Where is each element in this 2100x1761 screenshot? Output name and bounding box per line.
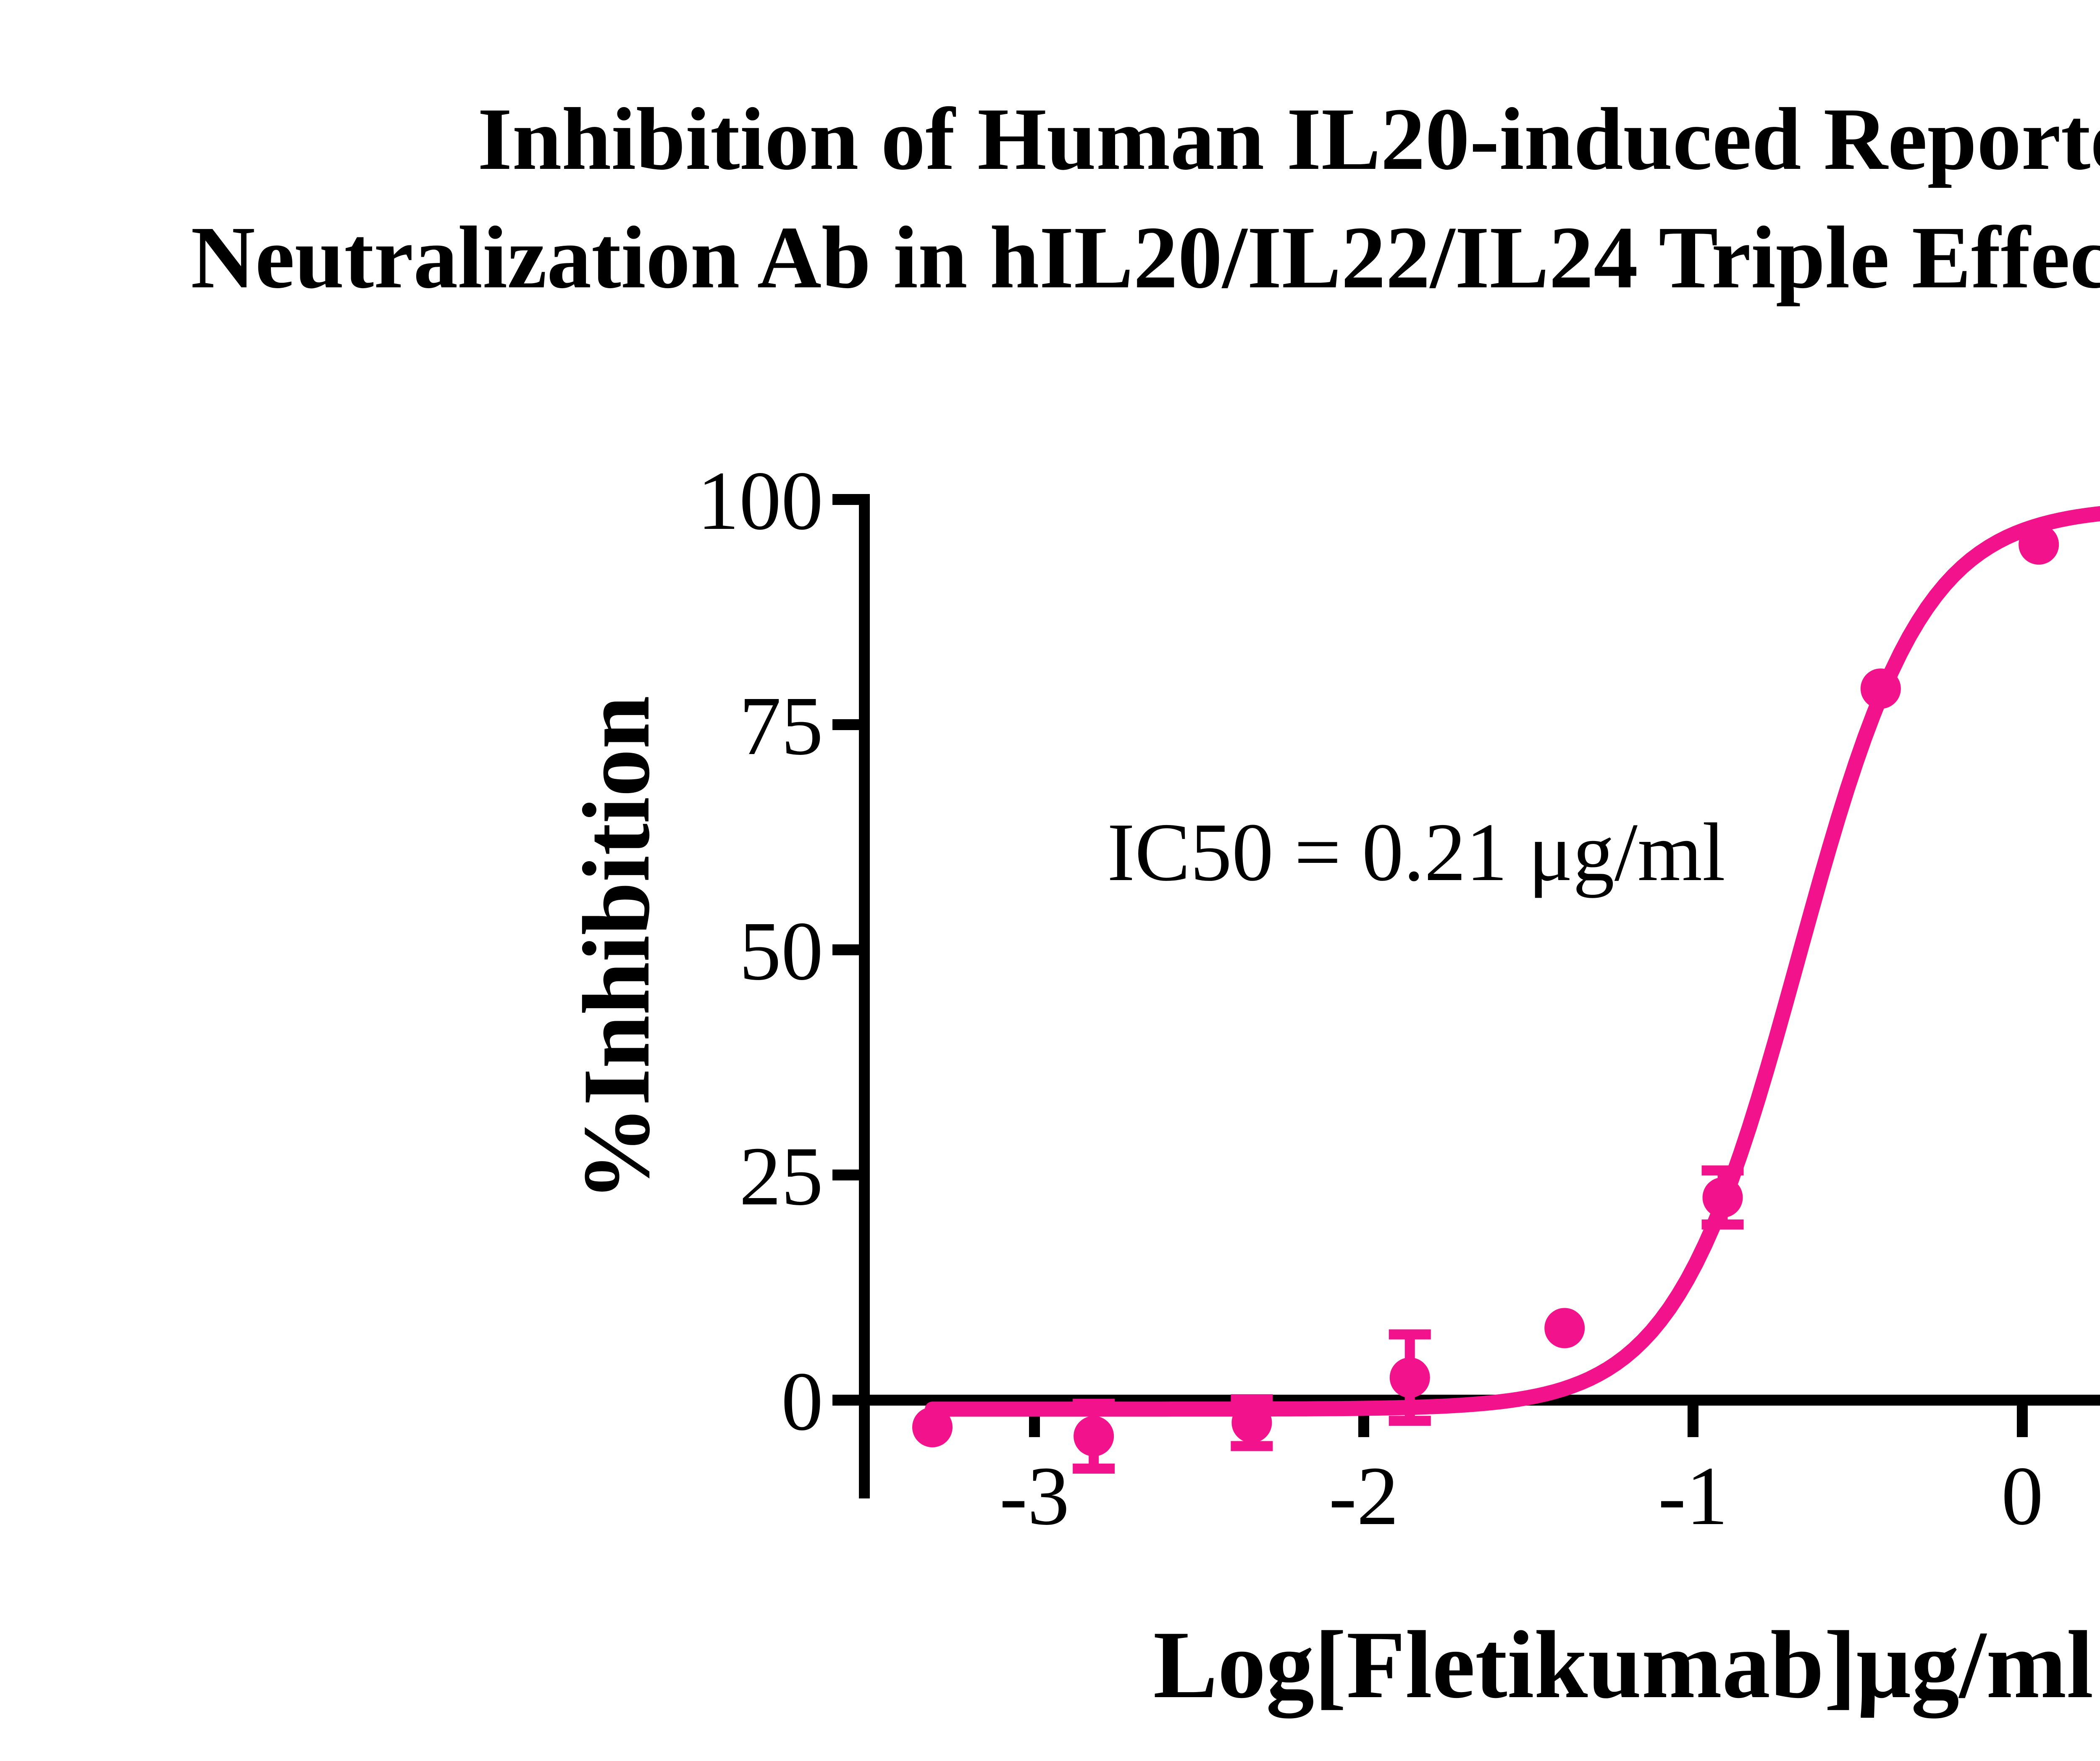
ic50-annotation: IC50 = 0.21 μg/ml [1107, 806, 1725, 898]
chart-title-line1: Inhibition of Human IL20-induced Reporte… [478, 89, 2100, 188]
x-tick-label: -2 [1329, 1450, 1399, 1543]
y-tick-label: 75 [739, 680, 823, 773]
data-point [1544, 1308, 1585, 1348]
data-point [912, 1407, 953, 1448]
x-tick-label: 0 [2001, 1450, 2043, 1543]
y-tick-label: 100 [697, 455, 823, 547]
chart-title-line2: Neutralization Ab in hIL20/IL22/IL24 Tri… [191, 208, 2100, 307]
data-point [1702, 1177, 1743, 1218]
y-tick-label: 0 [781, 1355, 823, 1448]
data-point [1074, 1416, 1114, 1456]
chart-title: Inhibition of Human IL20-induced Reporte… [63, 80, 2100, 317]
data-point [1231, 1402, 1272, 1443]
fit-curve [925, 506, 2100, 1417]
x-tick-label: -1 [1658, 1450, 1728, 1543]
y-tick-label: 50 [739, 905, 823, 998]
x-axis-title: Log[Fletikumab]μg/ml [1153, 1611, 2094, 1718]
data-point [1389, 1357, 1430, 1398]
x-tick-label: -3 [1000, 1450, 1070, 1543]
y-tick-label: 25 [739, 1130, 823, 1223]
data-point [2019, 524, 2059, 565]
data-point [1860, 668, 1901, 709]
y-axis-title: %Inhibition [564, 696, 669, 1201]
